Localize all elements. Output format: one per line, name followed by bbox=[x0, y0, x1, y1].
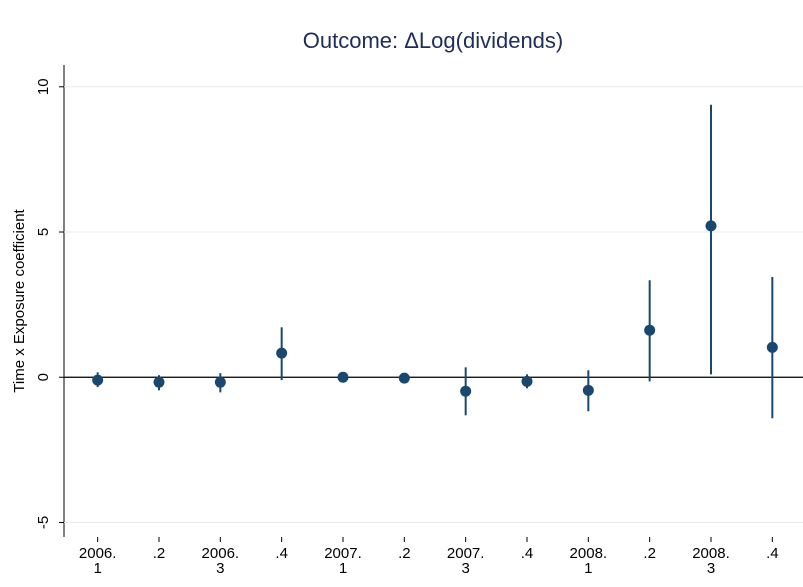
x-tick-label: 3 bbox=[216, 560, 224, 577]
x-tick-label: 1 bbox=[584, 560, 592, 577]
point bbox=[214, 376, 226, 388]
point bbox=[460, 385, 472, 397]
point bbox=[153, 376, 165, 388]
x-tick-label: 2008. bbox=[692, 545, 730, 562]
y-tick-label: -5 bbox=[35, 516, 52, 529]
x-tick-label: 2007. bbox=[447, 545, 485, 562]
x-tick-label: .2 bbox=[153, 545, 166, 562]
x-tick-label: 1 bbox=[339, 560, 347, 577]
point bbox=[337, 371, 349, 383]
point bbox=[398, 372, 410, 384]
x-tick-label: .4 bbox=[521, 545, 534, 562]
x-tick-label: 3 bbox=[461, 560, 469, 577]
point bbox=[766, 341, 778, 353]
point bbox=[92, 374, 104, 386]
x-tick-label: 3 bbox=[707, 560, 715, 577]
y-tick-label: 0 bbox=[35, 373, 52, 381]
y-tick-label: 5 bbox=[35, 228, 52, 236]
x-tick-label: .2 bbox=[643, 545, 656, 562]
x-tick-label: 2008. bbox=[570, 545, 608, 562]
x-tick-label: 1 bbox=[93, 560, 101, 577]
point bbox=[705, 220, 717, 232]
y-axis-label: Time x Exposure coefficient bbox=[11, 208, 28, 392]
chart-title: Outcome: ΔLog(dividends) bbox=[303, 28, 564, 53]
x-tick-label: .2 bbox=[398, 545, 411, 562]
point bbox=[276, 347, 288, 359]
x-tick-label: 2006. bbox=[79, 545, 117, 562]
point bbox=[644, 324, 656, 336]
point bbox=[582, 384, 594, 396]
x-tick-label: 2007. bbox=[324, 545, 362, 562]
y-tick-label: 10 bbox=[35, 78, 52, 95]
x-tick-label: .4 bbox=[766, 545, 779, 562]
x-tick-label: .4 bbox=[275, 545, 288, 562]
x-tick-label: 2006. bbox=[202, 545, 240, 562]
point bbox=[521, 375, 533, 387]
